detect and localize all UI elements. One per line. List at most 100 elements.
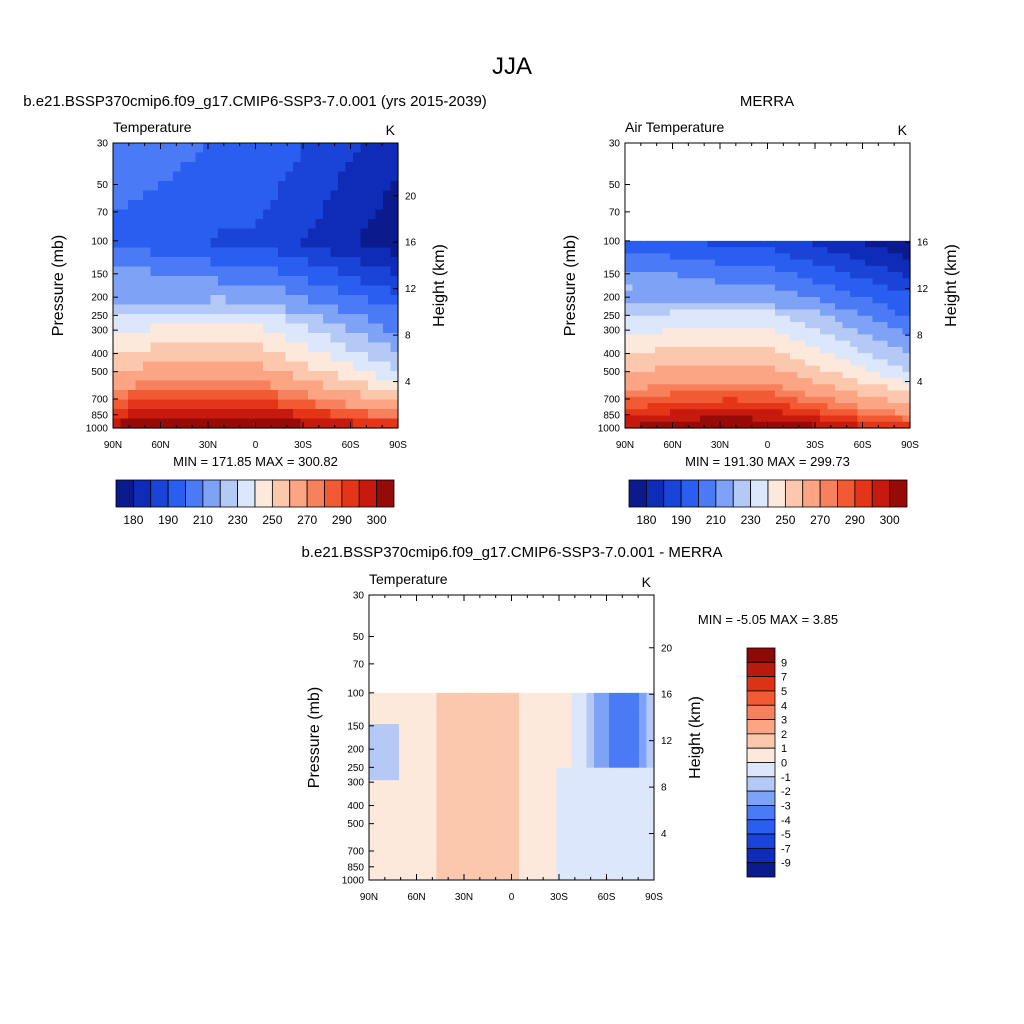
contour-cell xyxy=(564,817,573,825)
contour-cell xyxy=(406,836,415,844)
contour-cell xyxy=(519,736,528,744)
contour-cell xyxy=(173,304,182,315)
contour-cell xyxy=(857,371,866,379)
contour-cell xyxy=(835,409,844,417)
contour-cell xyxy=(150,276,159,287)
contour-cell xyxy=(218,304,227,315)
contour-cell xyxy=(293,152,302,163)
contour-cell xyxy=(496,692,505,700)
contour-cell xyxy=(360,162,369,173)
contour-cell xyxy=(685,365,694,373)
contour-cell xyxy=(767,309,776,317)
contour-cell xyxy=(700,371,709,379)
contour-cell xyxy=(323,409,332,420)
contour-cell xyxy=(752,334,761,342)
contour-cell xyxy=(240,371,249,382)
contour-cell xyxy=(308,238,317,249)
y-tick-label: 50 xyxy=(609,180,621,191)
contour-cell xyxy=(369,823,378,831)
contour-cell xyxy=(414,830,423,837)
contour-cell xyxy=(368,304,377,315)
contour-cell xyxy=(511,711,520,719)
colorbar-swatch xyxy=(802,479,821,508)
contour-cell xyxy=(767,284,776,292)
contour-cell xyxy=(496,736,505,744)
contour-cell xyxy=(496,717,505,725)
contour-cell xyxy=(263,371,272,382)
contour-cell xyxy=(173,380,182,391)
contour-cell xyxy=(812,371,821,379)
contour-cell xyxy=(345,219,354,230)
contour-cell xyxy=(670,384,679,392)
contour-cell xyxy=(444,861,453,869)
contour-cell xyxy=(240,361,249,372)
contour-cell xyxy=(233,390,242,401)
contour-cell xyxy=(646,836,655,844)
contour-cell xyxy=(158,190,167,201)
contour-cell xyxy=(481,848,490,856)
contour-cell xyxy=(451,717,460,725)
contour-cell xyxy=(225,171,234,182)
contour-cell xyxy=(338,352,347,363)
contour-cell xyxy=(330,162,339,173)
contour-cell xyxy=(655,296,664,304)
contour-cell xyxy=(338,152,347,163)
x-tick-label: 30N xyxy=(711,440,729,451)
x-tick-label: 90N xyxy=(616,440,634,451)
contour-cell xyxy=(812,296,821,304)
contour-cell xyxy=(571,861,580,869)
y2-tick-label: 20 xyxy=(405,191,417,202)
contour-cell xyxy=(278,314,287,325)
contour-cell xyxy=(444,817,453,825)
contour-cell xyxy=(444,742,453,750)
contour-cell xyxy=(556,717,565,725)
contour-cell xyxy=(692,421,701,429)
contour-cell xyxy=(353,238,362,249)
contour-cell xyxy=(677,321,686,329)
contour-cell xyxy=(390,228,399,239)
contour-cell xyxy=(775,365,784,373)
contour-cell xyxy=(406,786,415,794)
contour-cell xyxy=(489,780,498,788)
contour-cell xyxy=(902,296,911,304)
contour-cell xyxy=(685,328,694,336)
contour-cell xyxy=(646,861,655,869)
contour-cell xyxy=(474,755,483,763)
contour-cell xyxy=(722,284,731,292)
contour-cell xyxy=(406,867,415,875)
contour-cell xyxy=(263,257,272,268)
colorbar-swatch xyxy=(341,479,360,508)
contour-cell xyxy=(586,830,595,837)
y-tick-label: 70 xyxy=(353,659,365,670)
contour-cell xyxy=(330,247,339,258)
contour-cell xyxy=(812,384,821,392)
contour-cell xyxy=(805,272,814,279)
contour-cell xyxy=(308,380,317,391)
contour-cell xyxy=(113,152,122,163)
contour-cell xyxy=(655,396,664,404)
contour-cell xyxy=(293,352,302,363)
contour-cell xyxy=(640,346,649,354)
contour-cell xyxy=(609,773,618,781)
contour-cell xyxy=(655,240,664,248)
contour-cell xyxy=(677,353,686,360)
contour-cell xyxy=(414,742,423,750)
contour-cell xyxy=(165,333,174,344)
contour-cell xyxy=(375,399,384,410)
contour-cell xyxy=(647,384,656,392)
colorbar-label: 300 xyxy=(367,513,387,527)
contour-cell xyxy=(375,409,384,420)
contour-cell xyxy=(700,378,709,385)
contour-cell xyxy=(632,265,641,273)
contour-cell xyxy=(526,717,535,725)
contour-cell xyxy=(715,278,724,286)
contour-cell xyxy=(278,152,287,163)
contour-cell xyxy=(399,848,408,856)
contour-cell xyxy=(782,265,791,273)
contour-cell xyxy=(360,371,369,382)
contour-cell xyxy=(390,361,399,372)
contour-cell xyxy=(474,817,483,825)
contour-cell xyxy=(233,371,242,382)
contour-cell xyxy=(180,399,189,410)
contour-cell xyxy=(662,290,671,298)
